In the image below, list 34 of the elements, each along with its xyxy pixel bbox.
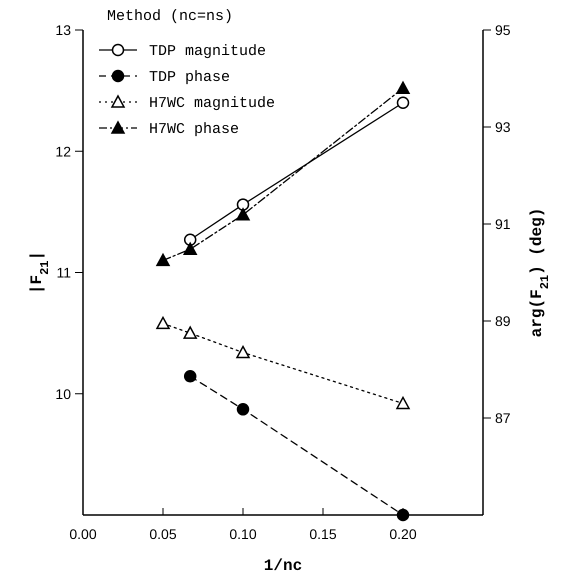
point	[396, 508, 410, 522]
y2-tick-label: 87	[495, 410, 511, 426]
legend-title: Method (nc=ns)	[107, 8, 234, 25]
x-tick-label: 0.05	[149, 526, 177, 542]
point	[396, 396, 410, 410]
point	[396, 81, 410, 94]
y2-tick-label: 95	[495, 22, 511, 38]
y2-tick-label: 91	[495, 216, 511, 232]
legend-label: H7WC magnitude	[149, 95, 276, 112]
point	[183, 326, 197, 339]
x-tick-label: 0.15	[309, 526, 337, 542]
y-tick-label: 11	[56, 264, 72, 280]
y2-tick-label: 93	[495, 119, 511, 135]
point	[236, 208, 250, 221]
x-tick-label: 0.00	[69, 526, 97, 542]
point	[236, 403, 250, 416]
point	[184, 370, 196, 383]
point	[396, 96, 410, 109]
x-tick-label: 0.20	[389, 526, 417, 542]
y-tick-label: 12	[55, 143, 72, 160]
legend-label: TDP phase	[149, 69, 230, 86]
y-tick-label: 10	[55, 386, 72, 402]
legend-label: TDP magnitude	[149, 43, 266, 60]
point	[156, 316, 170, 330]
point	[236, 346, 250, 358]
x-tick-label: 0.10	[229, 526, 257, 542]
point	[183, 242, 197, 255]
point	[236, 198, 250, 211]
legend-label: H7WC phase	[149, 121, 240, 138]
x-axis-title: 1/nc	[264, 557, 302, 575]
y2-tick-label: 89	[495, 313, 511, 329]
point	[156, 254, 170, 266]
y-tick-label: 13	[55, 22, 72, 38]
point	[184, 234, 196, 246]
